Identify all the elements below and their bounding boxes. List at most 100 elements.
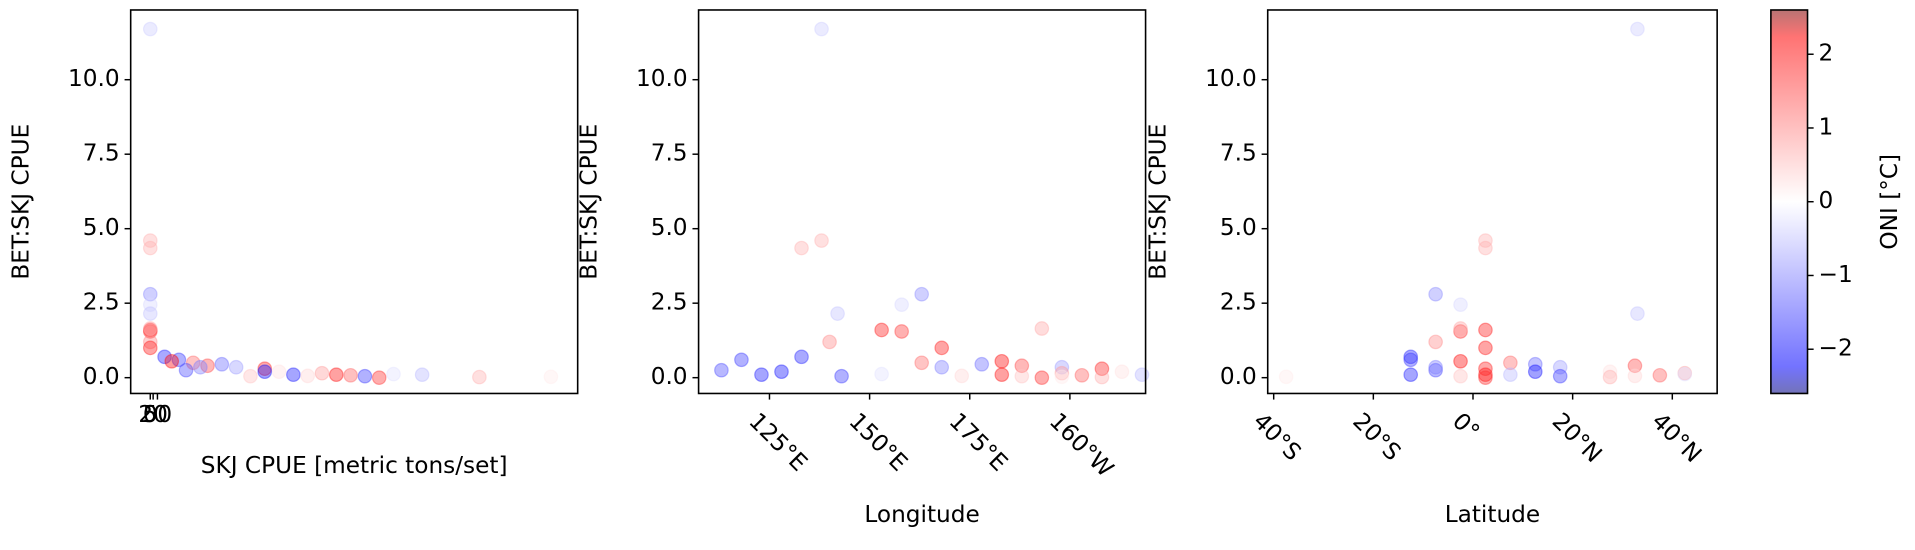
axes-frame — [1266, 9, 1718, 395]
point — [286, 367, 301, 383]
point — [1428, 286, 1443, 302]
point — [1453, 324, 1468, 339]
point — [1478, 240, 1493, 256]
x-tick-label: 125°E — [744, 408, 813, 477]
point — [142, 233, 158, 248]
point — [814, 21, 829, 37]
point — [271, 364, 287, 380]
point — [214, 356, 230, 372]
point — [1094, 361, 1110, 377]
y-tick-label: 0.0 — [1220, 363, 1257, 390]
x-axis-label: Latitude — [1445, 501, 1540, 528]
point — [157, 349, 172, 365]
point — [257, 361, 273, 377]
y-tick-label: 7.5 — [651, 140, 688, 167]
point — [1630, 21, 1645, 37]
point — [1478, 340, 1493, 356]
point — [357, 368, 373, 384]
point — [142, 321, 158, 336]
point — [822, 334, 837, 350]
x-tick-label: 175°E — [944, 408, 1013, 477]
point — [1527, 364, 1543, 380]
point — [1014, 368, 1030, 384]
point — [200, 358, 215, 374]
point — [974, 356, 990, 372]
point — [1677, 366, 1693, 382]
point — [1453, 297, 1468, 312]
y-axis-label: BET:SKJ CPUE — [1145, 124, 1172, 280]
point — [472, 369, 487, 385]
point — [1054, 369, 1070, 385]
point — [1630, 306, 1645, 321]
point — [185, 355, 201, 371]
x-tick-label: 50 — [143, 401, 173, 428]
point — [1403, 349, 1419, 365]
y-tick-label: 7.5 — [1220, 140, 1257, 167]
point — [934, 340, 950, 356]
point — [178, 362, 194, 378]
point — [1478, 233, 1493, 248]
point — [414, 367, 430, 383]
point — [1652, 367, 1668, 383]
y-tick-label: 2.5 — [83, 289, 120, 316]
point — [314, 365, 330, 381]
colorbar-tick-label: −1 — [1819, 261, 1853, 288]
y-axis-label: BET:SKJ CPUE — [7, 124, 34, 280]
y-tick-label: 0.0 — [651, 363, 688, 390]
y-tick-label: 0.0 — [83, 363, 120, 390]
point — [914, 355, 930, 371]
point — [1478, 322, 1493, 338]
colorbar-tick-label: 0 — [1819, 187, 1834, 214]
point — [1428, 362, 1443, 378]
point — [1034, 370, 1050, 386]
point — [794, 240, 809, 256]
y-tick-label: 7.5 — [83, 140, 120, 167]
x-tick-label: 40°S — [1248, 408, 1307, 467]
point — [171, 352, 187, 368]
point — [1074, 367, 1090, 383]
point — [1453, 368, 1468, 384]
point — [243, 368, 258, 384]
point — [142, 286, 158, 302]
colorbar-tick-label: 2 — [1819, 40, 1834, 67]
y-tick-label: 5.0 — [83, 214, 120, 241]
point — [228, 359, 244, 375]
point — [994, 367, 1010, 383]
point — [142, 334, 158, 350]
point — [1552, 359, 1568, 375]
x-tick-label: 40°N — [1646, 408, 1706, 468]
point — [774, 364, 789, 380]
y-tick-label: 2.5 — [1220, 289, 1257, 316]
x-tick-label: 0 — [143, 401, 158, 428]
point — [257, 364, 273, 380]
point — [874, 322, 889, 338]
point — [1677, 365, 1693, 381]
x-tick-label: 20°N — [1547, 408, 1607, 468]
x-tick-label: 0° — [1447, 408, 1485, 446]
point — [1527, 356, 1543, 372]
colorbar-label: ONI [°C] — [1876, 154, 1903, 250]
y-tick-label: 5.0 — [1220, 214, 1257, 241]
point — [1602, 364, 1618, 380]
point — [343, 367, 358, 383]
x-tick-label: 150°E — [844, 408, 913, 477]
point — [142, 306, 158, 321]
y-tick-label: 5.0 — [651, 214, 688, 241]
y-axis-label: BET:SKJ CPUE — [575, 124, 602, 280]
point — [142, 240, 158, 256]
point — [1478, 361, 1493, 377]
point — [1403, 367, 1419, 383]
point — [1428, 359, 1443, 375]
point — [794, 349, 809, 365]
point — [371, 370, 387, 386]
point — [874, 366, 889, 382]
point — [954, 368, 970, 384]
x-axis-label: SKJ CPUE [metric tons/set] — [201, 452, 508, 479]
colorbar — [1770, 9, 1808, 394]
axes-frame — [697, 9, 1147, 395]
point — [1627, 368, 1643, 384]
x-tick-label: 160°W — [1044, 408, 1119, 483]
y-tick-label: 10.0 — [1205, 65, 1257, 92]
point — [1503, 355, 1518, 371]
